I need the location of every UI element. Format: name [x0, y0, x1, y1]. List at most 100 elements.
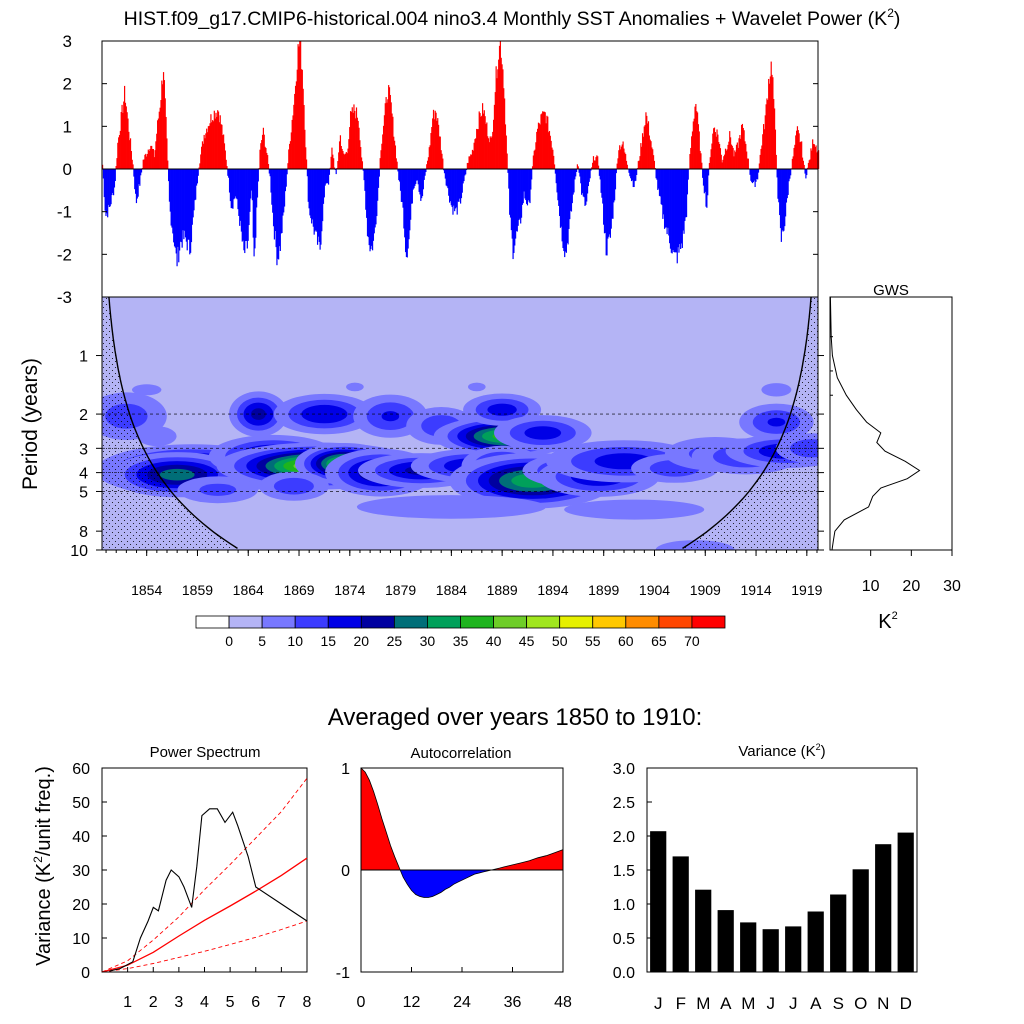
power-spectrum-plot: 0 10 20 30 40 50 60 1 2 3 4 5 6 7 8	[72, 761, 311, 1011]
anomaly-bar-620	[626, 164, 628, 169]
anomaly-bar-284	[342, 151, 344, 169]
anomaly-bar-66	[157, 118, 160, 169]
anomaly-bar-0	[102, 164, 104, 169]
anomaly-bar-444	[477, 129, 479, 169]
anomaly-bar-690	[685, 169, 688, 218]
anomaly-ytick-label-4: 1	[63, 117, 72, 136]
anomaly-bar-840	[812, 143, 815, 169]
anomaly-bar-730	[719, 148, 722, 169]
anomaly-bar-328	[379, 158, 381, 169]
anomaly-bar-453	[485, 124, 487, 169]
wavelet-ylabel: Period (years)	[19, 358, 42, 490]
anomaly-bar-257	[319, 169, 321, 250]
variance-bar-0	[650, 831, 667, 972]
anomaly-bar-560	[575, 169, 578, 172]
anomaly-bar-23	[121, 104, 123, 169]
anomaly-bar-218	[286, 169, 288, 175]
anomaly-bar-267	[327, 169, 330, 185]
anomaly-bar-168	[244, 169, 246, 254]
anomaly-bar-70	[161, 80, 163, 169]
anomaly-bar-143	[223, 134, 225, 169]
anomaly-bar-495	[520, 169, 523, 218]
anomaly-bar-785	[766, 98, 768, 169]
anomaly-bar-585	[597, 156, 599, 169]
anomaly-bar-660	[660, 169, 662, 205]
anomaly-bar-161	[238, 169, 240, 216]
anomaly-bar-829	[803, 164, 805, 169]
anomaly-bar-410	[449, 169, 451, 203]
variance-bar-3	[717, 910, 734, 972]
anomaly-bar-478	[506, 153, 508, 169]
anomaly-bar-158	[235, 169, 237, 199]
anomaly-bar-762	[746, 158, 749, 169]
anomaly-bar-399	[439, 136, 441, 169]
anomaly-bar-602	[611, 169, 613, 219]
anomaly-bar-442	[476, 128, 478, 169]
colorbar-label-1: 5	[258, 633, 266, 649]
coi-right-line	[682, 297, 812, 549]
anomaly-bar-823	[798, 133, 800, 169]
anomaly-bar-409	[448, 169, 450, 196]
anomaly-bar-285	[343, 153, 345, 169]
anomaly-bar-208	[278, 169, 280, 260]
anomaly-bar-458	[489, 136, 491, 169]
variance-month-label-8: S	[833, 994, 844, 1013]
anomaly-bar-34	[130, 151, 132, 169]
anomaly-bar-627	[632, 169, 634, 188]
anomaly-bar-771	[754, 169, 756, 187]
colorbar-label-12: 60	[618, 633, 634, 649]
anomaly-bar-656	[657, 169, 659, 190]
anomaly-bar-828	[802, 160, 804, 169]
anomaly-bar-262	[323, 169, 325, 198]
anomaly-bar-761	[746, 151, 748, 169]
anomaly-bar-31	[128, 131, 130, 169]
anomaly-bar-18	[117, 142, 119, 169]
anomaly-bar-767	[751, 169, 753, 183]
anomaly-bar-476	[504, 124, 507, 169]
anomaly-bar-485	[512, 169, 514, 260]
anomaly-bar-471	[500, 57, 502, 169]
anomaly-bar-843	[815, 145, 817, 169]
anomaly-bar-56	[149, 149, 151, 169]
colorbar-label-3: 15	[321, 633, 337, 649]
anomaly-bar-184	[257, 169, 259, 182]
anomaly-bar-743	[730, 144, 733, 169]
anomaly-bar-561	[576, 164, 578, 169]
anomaly-bar-682	[679, 169, 681, 245]
variance-ytick-label-0: 0.0	[613, 965, 635, 982]
anomaly-bar-151	[229, 169, 231, 202]
anomaly-bar-304	[359, 140, 361, 169]
anomaly-bar-246	[310, 169, 312, 219]
anomaly-bar-812	[789, 169, 791, 179]
anomaly-bar-302	[357, 120, 359, 169]
anomaly-bar-545	[563, 169, 565, 252]
ac-xtick-label-2: 24	[453, 994, 471, 1011]
anomaly-bar-578	[591, 167, 593, 169]
anomaly-bar-361	[407, 169, 409, 249]
anomaly-bar-483	[510, 169, 512, 231]
anomaly-bar-192	[264, 146, 266, 169]
anomaly-bar-533	[553, 155, 555, 169]
bottom-title: Averaged over years 1850 to 1910:	[328, 704, 702, 731]
anomaly-bar-274	[333, 167, 336, 169]
anomaly-bar-195	[267, 155, 269, 169]
wavelet-xtick-label-11: 1909	[690, 582, 721, 598]
anomaly-bar-112	[196, 169, 198, 184]
gws-frame	[829, 296, 953, 551]
anomaly-bar-511	[534, 149, 536, 169]
variance-bar-1	[672, 856, 689, 972]
wavelet-blob-8-level-2	[273, 477, 314, 495]
wavelet-ytick-label-4: 5	[79, 484, 88, 501]
anomaly-bar-739	[727, 144, 729, 169]
anomaly-bar-577	[590, 169, 592, 171]
anomaly-bar-272	[332, 154, 334, 169]
anomaly-bar-830	[804, 169, 806, 174]
anomaly-bar-617	[624, 152, 626, 169]
anomaly-bar-264	[325, 169, 327, 184]
anomaly-bar-626	[631, 169, 634, 181]
anomaly-bar-607	[615, 169, 617, 174]
main-title: HIST.f09_g17.CMIP6-historical.004 nino3.…	[124, 6, 901, 30]
anomaly-bar-116	[200, 154, 202, 169]
anomaly-bar-702	[696, 111, 698, 169]
anomaly-bar-351	[399, 169, 401, 182]
